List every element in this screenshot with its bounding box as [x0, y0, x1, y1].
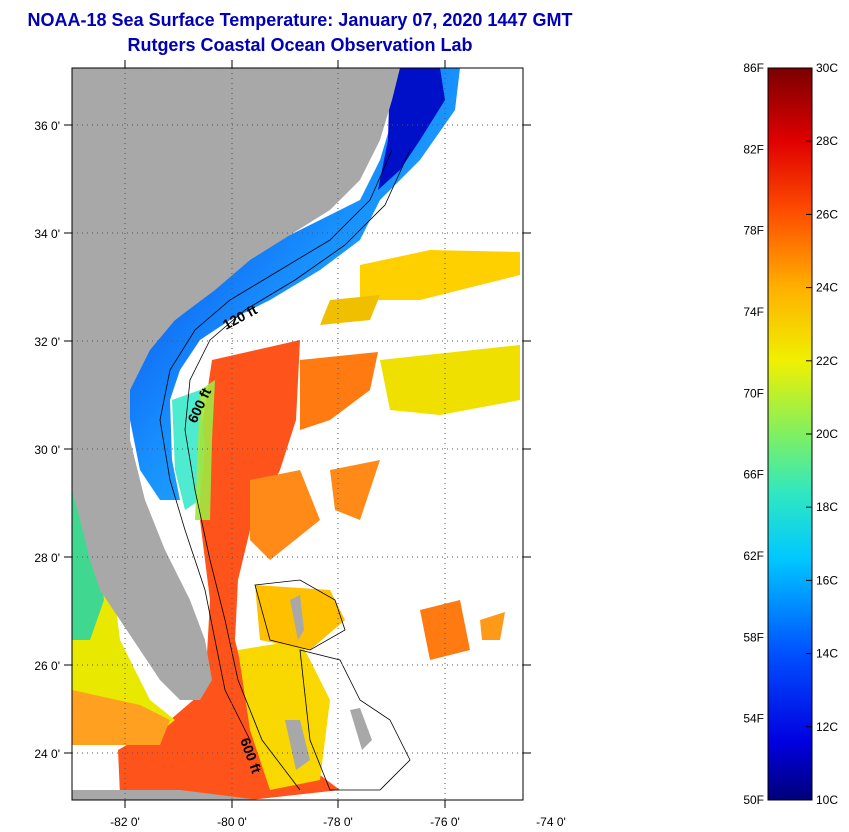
colorbar-c-label: 18C [816, 500, 838, 514]
colorbar-c-label: 14C [816, 647, 838, 661]
lon-label: -80 0' [217, 815, 247, 829]
colorbar-fahrenheit-labels: 86F 82F 78F 74F 70F 66F 62F 58F 54F 50F [743, 61, 764, 807]
land-bahamas [285, 720, 310, 770]
colorbar [767, 67, 813, 801]
colorbar-c-label: 30C [816, 61, 838, 75]
warm-patch [480, 612, 505, 640]
colorbar-c-label: 24C [816, 281, 838, 295]
colorbar-f-label: 58F [743, 630, 764, 644]
colorbar-f-label: 62F [743, 549, 764, 563]
subtropical-patch [320, 295, 380, 325]
colorbar-celsius-labels: 30C 28C 26C 24C 22C 20C 18C 16C 14C 12C 10C [816, 61, 838, 807]
colorbar-c-label: 20C [816, 427, 838, 441]
lat-label: 32 0' [34, 335, 60, 349]
colorbar-f-label: 50F [743, 793, 764, 807]
lat-label: 26 0' [34, 659, 60, 673]
lat-label: 30 0' [34, 443, 60, 457]
contour-600ft [184, 149, 411, 791]
chart-subtitle: Rutgers Coastal Ocean Observation Lab [127, 35, 473, 55]
colorbar-f-label: 54F [743, 712, 764, 726]
colorbar-f-label: 82F [743, 142, 764, 156]
gulf-stream-warm-water [118, 340, 340, 800]
chart-title: NOAA-18 Sea Surface Temperature: January… [27, 10, 573, 30]
land-bahamas [290, 595, 304, 640]
colorbar-ticks [806, 67, 812, 801]
colorbar-c-label: 16C [816, 573, 838, 587]
land-cuba [72, 790, 260, 800]
colorbar-c-label: 26C [816, 207, 838, 221]
warm-patch [250, 470, 320, 560]
contour-120ft [159, 149, 393, 741]
colorbar-c-label: 10C [816, 793, 838, 807]
subtropical-patch [360, 250, 520, 300]
outer-shelf-green [195, 380, 215, 520]
shelf-deep-blue [378, 68, 445, 190]
warm-patch [300, 352, 378, 430]
lon-label: -78 0' [323, 815, 353, 829]
colorbar-c-label: 22C [816, 354, 838, 368]
land-bahamas [350, 708, 372, 750]
lat-label: 36 0' [34, 119, 60, 133]
colorbar-c-label: 28C [816, 134, 838, 148]
colorbar-c-label: 12C [816, 720, 838, 734]
lon-label: -74 0' [536, 815, 566, 829]
lon-label: -76 0' [430, 815, 460, 829]
colorbar-f-label: 66F [743, 468, 764, 482]
colorbar-f-label: 70F [743, 386, 764, 400]
contour-bahamas [254, 579, 346, 651]
florida-west-shelf-green [72, 490, 104, 640]
shelf-cold-water [120, 68, 460, 500]
warm-patch [330, 460, 380, 520]
contour-bahamas [299, 649, 411, 791]
land-southeast-us [72, 68, 400, 700]
lat-label: 24 0' [34, 747, 60, 761]
colorbar-f-label: 86F [743, 61, 764, 75]
map-panel: 120 ft 600 ft 600 ft [72, 68, 523, 800]
lat-label: 28 0' [34, 551, 60, 565]
warm-patch [420, 600, 470, 660]
colorbar-f-label: 78F [743, 224, 764, 238]
subtropical-patch [380, 345, 520, 415]
lat-label: 34 0' [34, 227, 60, 241]
map-frame [71, 67, 524, 801]
colorbar-f-label: 74F [743, 305, 764, 319]
axis-ticks [64, 60, 531, 808]
florida-keys-warm [72, 690, 170, 745]
map-grid [72, 68, 523, 800]
lon-label: -82 0' [110, 815, 140, 829]
